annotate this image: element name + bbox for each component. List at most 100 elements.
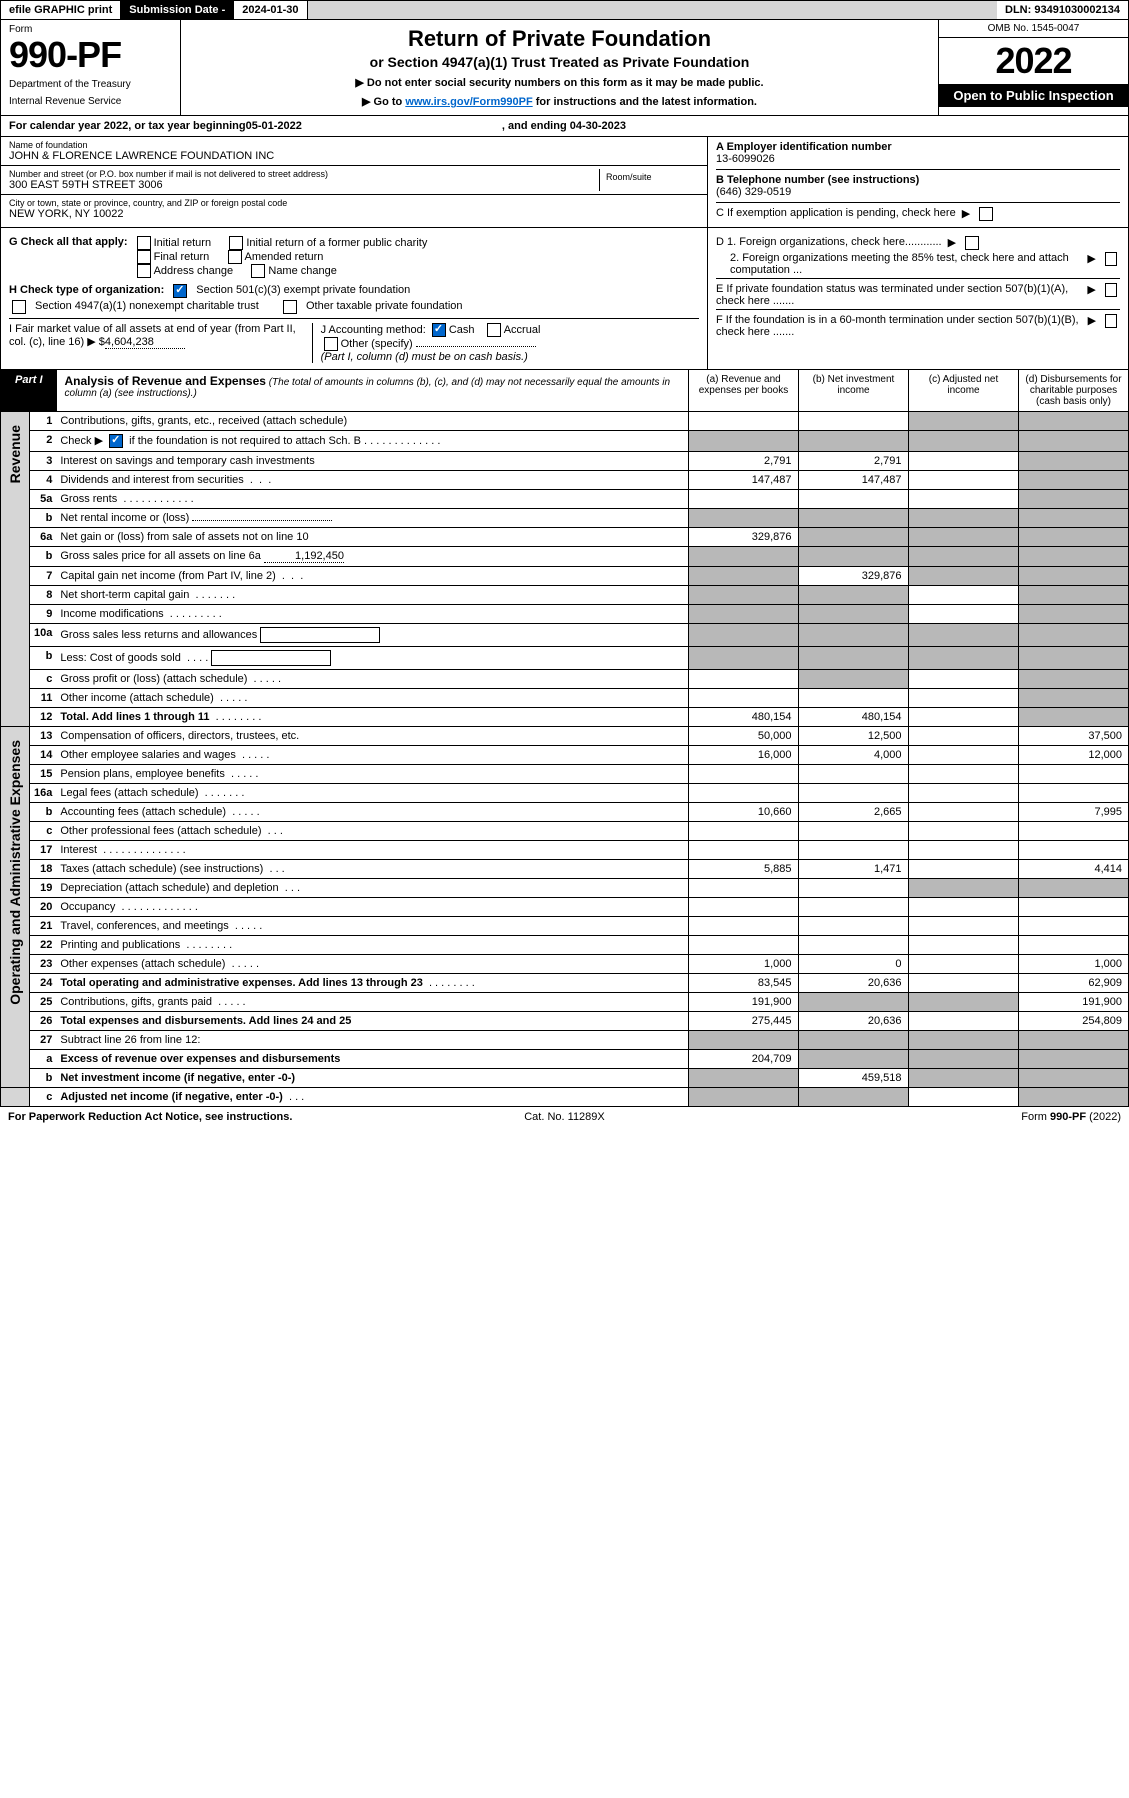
row-16a: Legal fees (attach schedule) . . . . . .… xyxy=(56,784,688,803)
g-amended-checkbox[interactable] xyxy=(228,250,242,264)
row-25: Contributions, gifts, grants paid . . . … xyxy=(56,993,688,1012)
room-label: Room/suite xyxy=(606,172,693,182)
revenue-side-label: Revenue xyxy=(5,415,25,493)
d1-checkbox[interactable] xyxy=(965,236,979,250)
row-6b: Gross sales price for all assets on line… xyxy=(56,547,688,567)
ein: 13-6099026 xyxy=(716,153,1120,165)
j-accrual-checkbox[interactable] xyxy=(487,323,501,337)
row-5b: Net rental income or (loss) xyxy=(56,509,688,528)
col-d-header: (d) Disbursements for charitable purpose… xyxy=(1018,370,1128,411)
dept-irs: Internal Revenue Service xyxy=(9,96,172,107)
row-13: Compensation of officers, directors, tru… xyxy=(56,727,688,746)
submission-label: Submission Date - xyxy=(121,1,234,19)
phone: (646) 329-0519 xyxy=(716,186,1120,198)
tax-year-end: 04-30-2023 xyxy=(570,120,626,132)
i-fmv-block: I Fair market value of all assets at end… xyxy=(9,323,313,363)
e-label: E If private foundation status was termi… xyxy=(716,283,1081,307)
g-row: G Check all that apply: Initial return I… xyxy=(9,236,699,278)
submission-date: 2024-01-30 xyxy=(234,1,307,19)
f-label: F If the foundation is in a 60-month ter… xyxy=(716,314,1082,338)
j-cash-checkbox[interactable] xyxy=(432,323,446,337)
row-4: Dividends and interest from securities .… xyxy=(56,471,688,490)
dln: DLN: 93491030002134 xyxy=(997,1,1128,19)
col-a-header: (a) Revenue and expenses per books xyxy=(688,370,798,411)
cat-no: Cat. No. 11289X xyxy=(379,1111,750,1123)
row-16c: Other professional fees (attach schedule… xyxy=(56,822,688,841)
row-27a: Excess of revenue over expenses and disb… xyxy=(56,1050,688,1069)
c-exemption-label: C If exemption application is pending, c… xyxy=(716,207,956,219)
form-title: Return of Private Foundation xyxy=(191,26,928,52)
ssn-warning: ▶ Do not enter social security numbers o… xyxy=(191,76,928,89)
pointer-icon: ▶ xyxy=(962,207,970,220)
h-4947-checkbox[interactable] xyxy=(12,300,26,314)
part1-label: Part I xyxy=(1,370,57,411)
j-other-checkbox[interactable] xyxy=(324,337,338,351)
row-27: Subtract line 26 from line 12: xyxy=(56,1031,688,1050)
f-checkbox[interactable] xyxy=(1105,314,1117,328)
d2-label: 2. Foreign organizations meeting the 85%… xyxy=(716,252,1081,276)
ein-label: A Employer identification number xyxy=(716,141,1120,153)
expenses-side-label: Operating and Administrative Expenses xyxy=(5,730,25,1015)
row-26: Total expenses and disbursements. Add li… xyxy=(56,1012,688,1031)
row-10b: Less: Cost of goods sold . . . . xyxy=(56,647,688,670)
g-initial-former-checkbox[interactable] xyxy=(229,236,243,250)
instructions-link[interactable]: www.irs.gov/Form990PF xyxy=(405,96,532,108)
d1-label: D 1. Foreign organizations, check here..… xyxy=(716,236,942,248)
paperwork-notice: For Paperwork Reduction Act Notice, see … xyxy=(8,1111,379,1123)
row-24: Total operating and administrative expen… xyxy=(56,974,688,993)
row-10a: Gross sales less returns and allowances xyxy=(56,624,688,647)
efile-label[interactable]: efile GRAPHIC print xyxy=(1,1,121,19)
g-name-change-checkbox[interactable] xyxy=(251,264,265,278)
part1-table: Revenue 1Contributions, gifts, grants, e… xyxy=(1,412,1128,1106)
address: 300 EAST 59TH STREET 3006 xyxy=(9,179,599,191)
row-15: Pension plans, employee benefits . . . .… xyxy=(56,765,688,784)
row-5a: Gross rents . . . . . . . . . . . . xyxy=(56,490,688,509)
row-22: Printing and publications . . . . . . . … xyxy=(56,936,688,955)
g-initial-return-checkbox[interactable] xyxy=(137,236,151,250)
instructions-link-line: ▶ Go to www.irs.gov/Form990PF for instru… xyxy=(191,95,928,108)
row-19: Depreciation (attach schedule) and deple… xyxy=(56,879,688,898)
tax-year: 2022 xyxy=(939,38,1128,84)
row-18: Taxes (attach schedule) (see instruction… xyxy=(56,860,688,879)
row-23: Other expenses (attach schedule) . . . .… xyxy=(56,955,688,974)
dept-treasury: Department of the Treasury xyxy=(9,79,172,90)
address-label: Number and street (or P.O. box number if… xyxy=(9,169,599,179)
row-2: Check ▶ if the foundation is not require… xyxy=(56,431,688,452)
g-final-return-checkbox[interactable] xyxy=(137,250,151,264)
city: NEW YORK, NY 10022 xyxy=(9,208,699,220)
open-to-public: Open to Public Inspection xyxy=(939,84,1128,107)
row-14: Other employee salaries and wages . . . … xyxy=(56,746,688,765)
calendar-row: For calendar year 2022, or tax year begi… xyxy=(1,116,1128,137)
form-number: 990-PF xyxy=(9,37,172,73)
col-b-header: (b) Net investment income xyxy=(798,370,908,411)
row-21: Travel, conferences, and meetings . . . … xyxy=(56,917,688,936)
city-label: City or town, state or province, country… xyxy=(9,198,699,208)
h-501c3-checkbox[interactable] xyxy=(173,284,187,298)
e-checkbox[interactable] xyxy=(1105,283,1117,297)
row-7: Capital gain net income (from Part IV, l… xyxy=(56,567,688,586)
form-subtitle: or Section 4947(a)(1) Trust Treated as P… xyxy=(191,54,928,70)
row-8: Net short-term capital gain . . . . . . … xyxy=(56,586,688,605)
row-27c: Adjusted net income (if negative, enter … xyxy=(56,1088,688,1107)
phone-label: B Telephone number (see instructions) xyxy=(716,174,1120,186)
top-bar: efile GRAPHIC print Submission Date - 20… xyxy=(1,1,1128,20)
row-6a: Net gain or (loss) from sale of assets n… xyxy=(56,528,688,547)
omb-number: OMB No. 1545-0047 xyxy=(939,20,1128,38)
j-accounting-block: J Accounting method: Cash Accrual Other … xyxy=(313,323,699,363)
row-3: Interest on savings and temporary cash i… xyxy=(56,452,688,471)
row-10c: Gross profit or (loss) (attach schedule)… xyxy=(56,670,688,689)
row-27b: Net investment income (if negative, ente… xyxy=(56,1069,688,1088)
d2-checkbox[interactable] xyxy=(1105,252,1117,266)
part1-title: Analysis of Revenue and Expenses (The to… xyxy=(57,370,688,411)
foundation-name-label: Name of foundation xyxy=(9,140,699,150)
fmv-value: 4,604,238 xyxy=(105,336,185,349)
tax-year-begin: 05-01-2022 xyxy=(246,120,302,132)
form-footer: Form 990-PF (2022) xyxy=(750,1111,1121,1123)
h-other-checkbox[interactable] xyxy=(283,300,297,314)
row-17: Interest . . . . . . . . . . . . . . xyxy=(56,841,688,860)
h-row: H Check type of organization: Section 50… xyxy=(9,284,699,298)
schB-checkbox[interactable] xyxy=(109,434,123,448)
c-checkbox[interactable] xyxy=(979,207,993,221)
row-11: Other income (attach schedule) . . . . . xyxy=(56,689,688,708)
g-address-change-checkbox[interactable] xyxy=(137,264,151,278)
